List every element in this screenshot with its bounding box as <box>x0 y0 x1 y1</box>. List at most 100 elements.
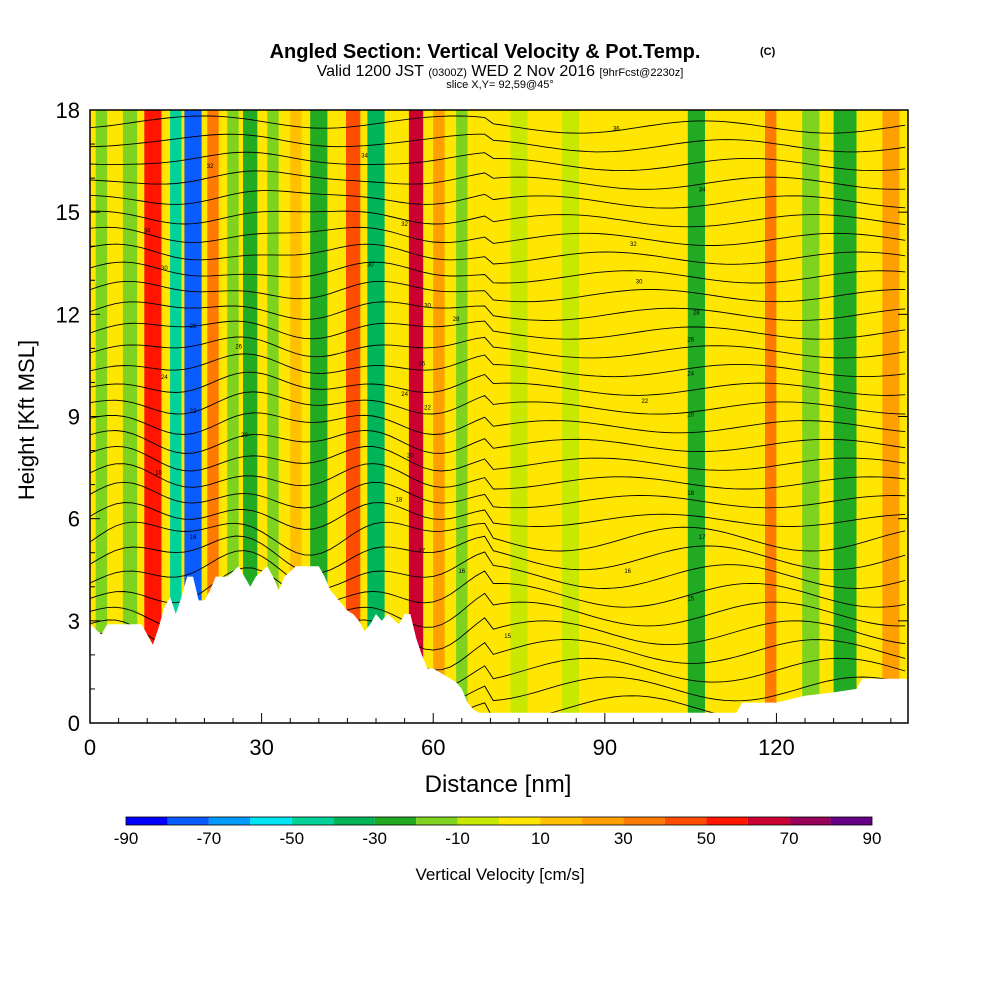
theta-label: 22 <box>190 409 197 415</box>
colorbar-tick-label: 10 <box>531 829 550 848</box>
theta-label: 18 <box>396 498 403 504</box>
chart-title: Angled Section: Vertical Velocity & Pot.… <box>270 41 701 63</box>
theta-contour <box>90 170 906 190</box>
theta-label: 15 <box>504 634 511 640</box>
theta-label: 24 <box>687 372 694 378</box>
theta-label: 34 <box>144 229 151 235</box>
velocity-band <box>227 110 239 723</box>
theta-contour <box>90 391 906 415</box>
velocity-band <box>184 110 202 723</box>
theta-contour <box>90 463 906 490</box>
theta-contour <box>90 567 906 608</box>
theta-contour <box>90 226 906 246</box>
theta-contour <box>90 535 906 574</box>
y-tick-label: 18 <box>56 98 80 123</box>
theta-contour <box>90 336 906 359</box>
valid-prefix: Valid 1200 JST <box>317 63 425 80</box>
theta-contour <box>90 429 906 454</box>
theta-contour <box>90 261 906 284</box>
colorbar-swatch <box>250 817 292 825</box>
colorbar-tick-label: -30 <box>362 829 387 848</box>
colorbar-title: Vertical Velocity [cm/s] <box>415 865 584 884</box>
colorbar-swatch <box>789 817 831 825</box>
theta-contour <box>90 481 906 509</box>
theta-contour <box>90 320 906 340</box>
theta-label: 26 <box>418 361 425 367</box>
theta-label: 18 <box>155 470 162 476</box>
theta-contour <box>90 133 906 153</box>
colorbar-swatch <box>291 817 334 825</box>
colorbar-swatch <box>167 817 209 825</box>
colorbar-swatch <box>581 817 624 825</box>
colorbar-swatch <box>830 817 872 825</box>
velocity-band <box>170 110 182 723</box>
theta-label: 16 <box>624 569 631 575</box>
theta-contour <box>90 115 906 134</box>
theta-label: 22 <box>424 406 431 412</box>
theta-label: 24 <box>161 375 168 381</box>
velocity-band <box>144 110 162 723</box>
theta-label: 18 <box>687 491 694 497</box>
theta-contour <box>90 412 906 435</box>
slice-info: slice X,Y= 92,59@45° <box>446 79 554 91</box>
theta-contour <box>90 371 906 396</box>
colorbar-swatch <box>623 817 665 825</box>
velocity-band <box>290 110 302 723</box>
valid-forecast: [9hrFcst@2230z] <box>599 67 683 79</box>
theta-label: 28 <box>453 317 460 323</box>
x-axis-label: Distance [nm] <box>425 771 572 798</box>
terrain-mask <box>90 566 908 723</box>
theta-label: 30 <box>636 280 643 286</box>
theta-label: 16 <box>458 569 465 575</box>
theta-label: 30 <box>367 263 374 269</box>
colorbar-tick-label: -10 <box>445 829 470 848</box>
velocity-band <box>456 110 468 723</box>
y-axis-label: Height [Kft MSL] <box>14 340 39 500</box>
theta-label: 36 <box>613 126 620 132</box>
velocity-band <box>408 110 424 723</box>
plot-area: 34 32 30 28 26 24 22 20 18 16 34 30 32 30 28 26 24 22 20 18… <box>90 110 908 723</box>
theta-label: 24 <box>401 392 408 398</box>
theta-label: 20 <box>687 413 694 419</box>
theta-label: 30 <box>161 266 168 272</box>
colorbar-swatch <box>457 817 499 825</box>
colorbar-swatch <box>416 817 458 825</box>
theta-contour <box>90 445 906 472</box>
theta-label: 28 <box>693 310 700 316</box>
theta-label: 26 <box>235 344 242 350</box>
theta-label: 20 <box>407 453 414 459</box>
chart-header: Angled Section: Vertical Velocity & Pot.… <box>270 41 776 91</box>
velocity-band <box>207 110 219 723</box>
theta-label: 16 <box>190 535 197 541</box>
y-tick-label: 6 <box>68 507 80 532</box>
colorbar-tick-label: -50 <box>280 829 305 848</box>
colorbar-tick-label: 50 <box>697 829 716 848</box>
theta-contour <box>90 550 906 590</box>
velocity-band <box>510 110 528 723</box>
x-tick-label: 30 <box>249 735 273 760</box>
theta-label: 20 <box>241 433 248 439</box>
theta-label: 32 <box>207 164 214 170</box>
chart-title-badge: (C) <box>760 46 776 58</box>
theta-contour <box>90 151 906 172</box>
colorbar-swatch <box>374 817 417 825</box>
valid-zulu: (0300Z) <box>428 67 467 79</box>
colorbar-swatch <box>208 817 251 825</box>
colorbar-swatch <box>540 817 582 825</box>
colorbar-frame <box>125 816 873 826</box>
theta-contour <box>90 280 906 303</box>
velocity-band <box>882 110 900 723</box>
y-tick-label: 3 <box>68 609 80 634</box>
valid-line: Valid 1200 JST (0300Z) WED 2 Nov 2016 [9… <box>317 63 684 80</box>
theta-label: 17 <box>418 549 425 555</box>
theta-label: 34 <box>361 154 368 160</box>
colorbar-swatch <box>333 817 375 825</box>
theta-contour <box>90 502 906 530</box>
theta-label: 26 <box>687 338 694 344</box>
x-tick-label: 0 <box>84 735 96 760</box>
colorbar-swatch <box>664 817 707 825</box>
theta-label: 28 <box>190 324 197 330</box>
colorbar-swatch <box>706 817 748 825</box>
